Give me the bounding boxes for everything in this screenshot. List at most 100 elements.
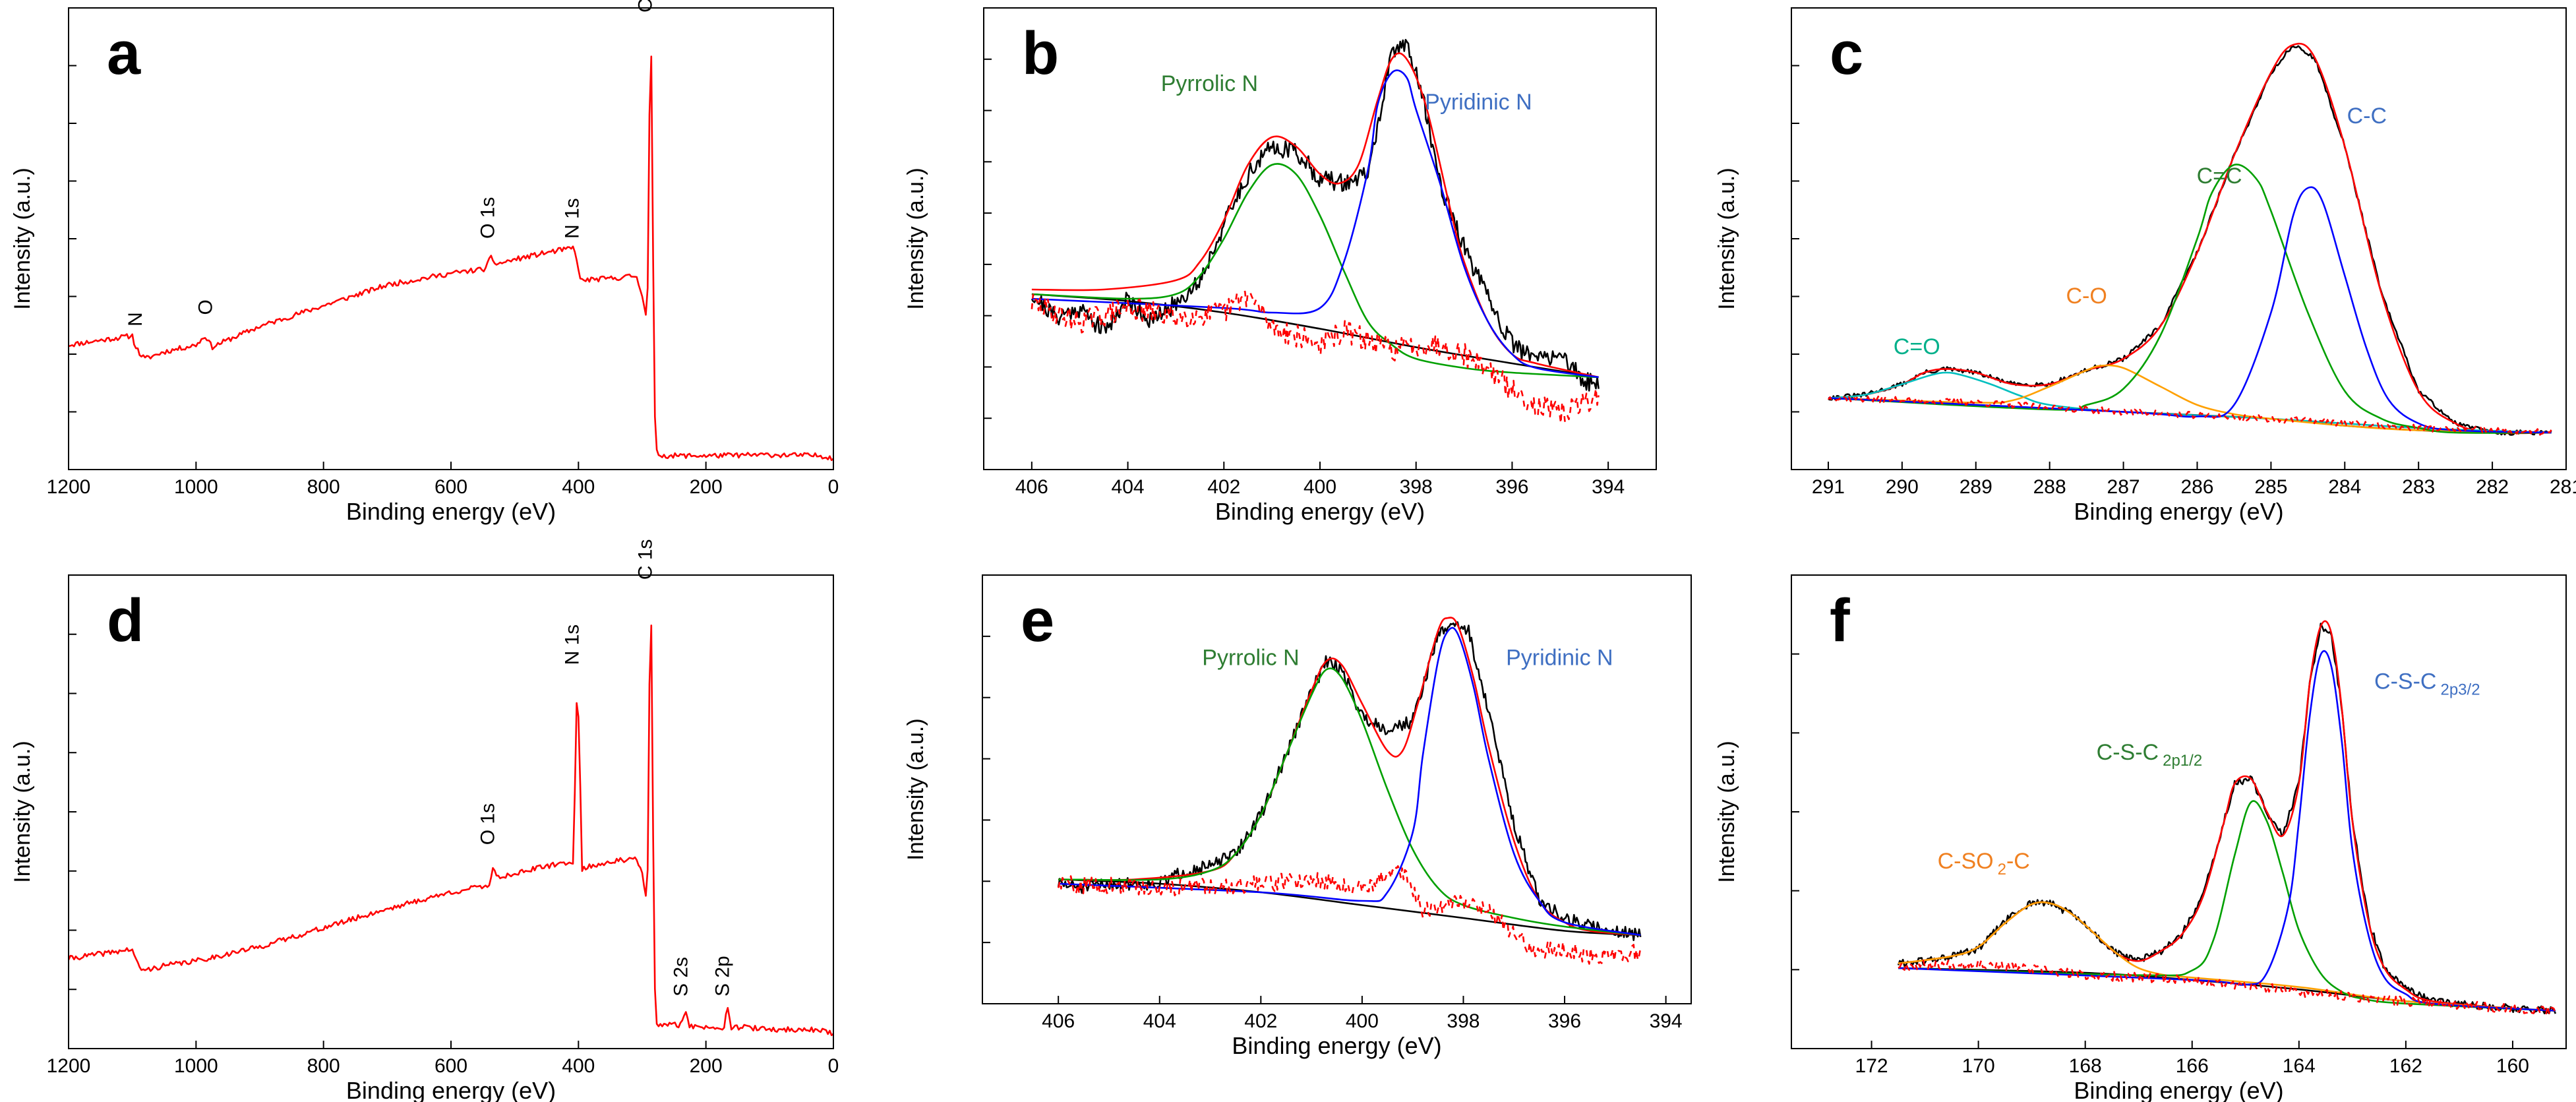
x-tick-label: 600 [434,1055,467,1077]
x-tick-label: 172 [1855,1055,1888,1077]
x-tick-label: 290 [1886,476,1919,498]
peak-label: C-O [2066,284,2107,309]
series-line-background [1058,878,1641,936]
x-tick-label: 160 [2496,1055,2529,1077]
plot-frame [983,7,1657,470]
peak-label: N 1s [561,625,583,665]
x-tick-label: 168 [2069,1055,2102,1077]
series-line-survey [69,625,833,1037]
panel-label: f [1830,587,1850,654]
x-axis-title: Binding energy (eV) [346,498,556,525]
series-line-envelope [1828,42,2552,435]
series-group [1057,617,1642,965]
series-line-envelope [1031,52,1599,379]
chart-panel-d: 1200 1000 800 600 400 200 0 Binding energy (eV)… [10,539,839,1102]
x-tick-label: 1000 [174,476,218,498]
peak-label: C-SO 2-C [1938,849,2030,878]
series-group [69,55,833,462]
x-axis-title: Binding energy (eV) [1232,1032,1441,1059]
y-axis-title: Intensity (a.u.) [1714,168,1739,309]
panel-label: b [1022,20,1059,87]
series-line-c-s-c-2p3-2 [1898,650,2556,1012]
x-tick-label: 800 [307,476,340,498]
x-tick-label: 402 [1244,1010,1277,1032]
plot-frame [982,574,1692,1004]
x-tick-label: 164 [2283,1055,2316,1077]
x-tick-label: 1200 [47,1055,91,1077]
peak-label-subscript: 2 [1998,861,2006,878]
x-tick-label: 398 [1447,1010,1480,1032]
x-tick-label: 170 [1962,1055,1995,1077]
panel-label: c [1830,20,1863,87]
x-tick-label: 1200 [47,476,91,498]
peak-label: O 1s [477,197,499,239]
series-line-residual [1827,395,2552,437]
panel-label: e [1021,587,1054,654]
y-axis-title: Intensity (a.u.) [10,741,35,882]
x-tick-label: 400 [562,476,595,498]
series-line-residual [1057,865,1642,965]
chart-panel-e: 406 404 402 400 398 396 394 Binding energy (eV)… [903,574,1692,1059]
series-line-residual [1031,290,1600,424]
series-line-pyridinic-n [1058,627,1641,936]
x-tick-label: 404 [1112,476,1145,498]
x-tick-label: 281 [2550,476,2576,498]
x-tick-label: 400 [1303,476,1336,498]
x-axis-title: Binding energy (eV) [2074,1077,2283,1102]
x-axis-title: Binding energy (eV) [1215,498,1425,525]
y-axis-title: Intensity (a.u.) [10,168,35,309]
x-tick-label: 800 [307,1055,340,1077]
series-line-survey [69,55,833,462]
peak-label: Pyrrolic N [1161,71,1258,96]
peak-label: C 1s [635,539,657,580]
x-axis-title: Binding energy (eV) [2074,498,2283,525]
x-tick-label: 396 [1548,1010,1581,1032]
peak-label: C-C [2347,104,2387,129]
x-tick-label: 0 [828,476,839,498]
panel-label: d [107,587,144,654]
peak-label-tail: -C [2006,849,2030,874]
peak-label-subscript: 2p3/2 [2440,681,2480,698]
plot-frame [68,574,834,1049]
x-tick-label: 402 [1207,476,1240,498]
x-tick-label: 404 [1143,1010,1176,1032]
series-line-residual [1898,959,2557,1016]
chart-panel-c: 291 290 289 288 287 286 285 284 283 282 281 Binding… [1714,7,2576,525]
series-line-raw-data [1031,39,1600,392]
x-tick-label: 406 [1015,476,1048,498]
x-tick-label: 283 [2402,476,2435,498]
x-tick-label: 1000 [174,1055,218,1077]
peak-label: Pyridinic N [1506,646,1613,671]
y-axis-title: Intensity (a.u.) [903,718,928,860]
peak-label: N [125,312,146,326]
y-axis-title: Intensity (a.u.) [1714,741,1739,882]
x-tick-label: 398 [1400,476,1433,498]
y-axis-title: Intensity (a.u.) [903,168,928,309]
series-line-c-c [1828,186,2552,434]
x-tick-label: 291 [1812,476,1845,498]
series-group [69,625,833,1037]
peak-label: C=C [2197,164,2242,189]
x-tick-label: 166 [2176,1055,2209,1077]
series-line-c-o [1828,364,2552,434]
x-tick-label: 284 [2328,476,2361,498]
series-line-c-c [1828,164,2552,434]
chart-panel-f: 172 170 168 166 164 162 160 Binding energy (eV)… [1714,574,2567,1102]
peak-label: S 2p [711,956,733,996]
series-group [1031,39,1600,424]
series-line-pyrrolic-n [1031,163,1599,379]
plot-frame [68,7,834,470]
x-tick-label: 394 [1592,476,1625,498]
peak-label: O 1s [477,803,499,845]
series-group [1897,620,2557,1016]
peak-label: S 2s [671,957,692,996]
peak-label: C 1s [635,0,657,13]
x-tick-label: 600 [434,476,467,498]
x-tick-label: 400 [1346,1010,1379,1032]
peak-label: Pyridinic N [1425,90,1532,115]
peak-label: Pyrrolic N [1202,646,1299,671]
x-tick-label: 200 [690,1055,723,1077]
x-tick-label: 396 [1495,476,1528,498]
x-tick-label: 286 [2180,476,2213,498]
